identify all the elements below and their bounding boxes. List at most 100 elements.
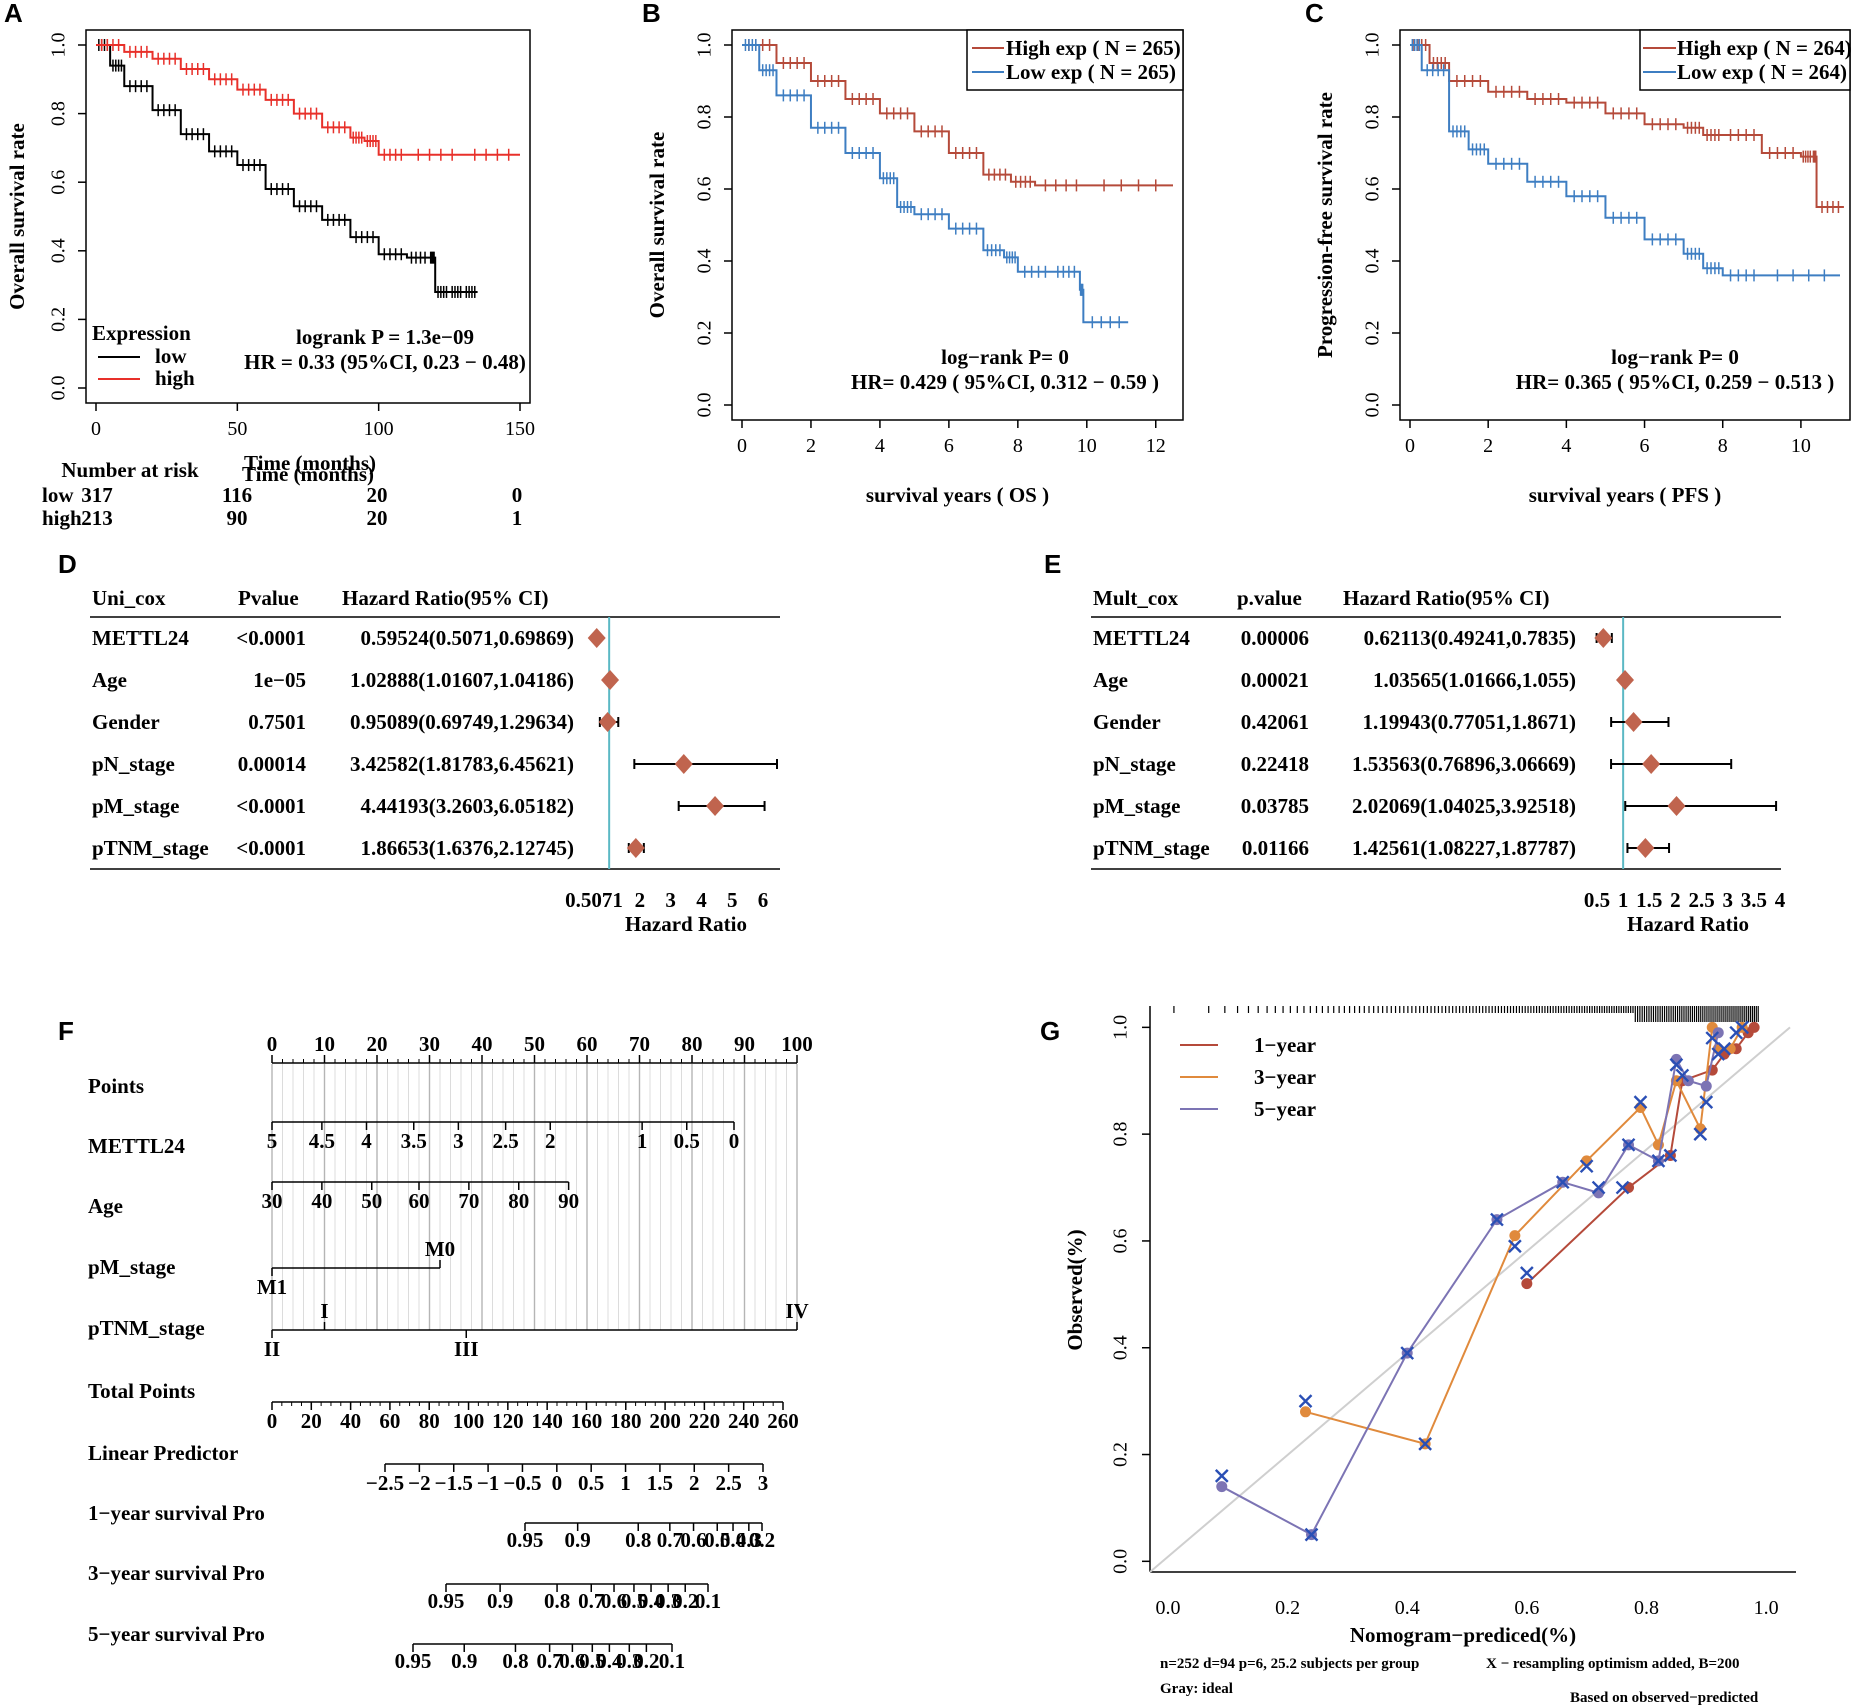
table-header: Hazard Ratio(95% CI) [342,586,548,610]
nomogram-tick-label: 0.3 [616,1649,642,1673]
x-axis-label: survival years ( OS ) [866,483,1049,507]
x-tick-label: 4 [1561,435,1571,457]
annotation: HR = 0.33 (95%CI, 0.23 − 0.48) [244,350,526,374]
nomogram-tick-label: IV [785,1299,808,1323]
nomogram-tick-label: 0.4 [638,1589,665,1613]
panel-letter-D: D [58,549,77,579]
optimism-x-mark [1675,1068,1690,1083]
legend-label-high: high [155,366,195,390]
legend-label: Low exp ( N = 265) [1006,60,1176,84]
optimism-x-mark [1555,1175,1570,1190]
nomogram-tick-label: 4 [361,1129,372,1153]
nomogram-tick-label: 1 [620,1471,631,1495]
optimism-x-mark [1693,1127,1708,1141]
nomogram-tick-label: 0.5 [578,1471,604,1495]
risk-value: 90 [227,506,248,530]
series-line-high [96,44,520,156]
y-tick-label: 0.0 [694,393,716,418]
nomogram-tick-label: 0 [267,1032,278,1056]
risk-table-title: Number at risk [61,458,199,482]
row-pvalue: <0.0001 [236,836,306,860]
nomogram-tick-label: 180 [610,1409,642,1433]
y-tick-label: 1.0 [1362,33,1384,58]
x-tick-label: 8 [1718,435,1728,457]
y-tick-label: 0.0 [1362,393,1384,418]
series-line-High exp ( N = 265) [742,44,1173,187]
nomogram-tick-label: 0.2 [672,1589,698,1613]
nomogram-tick-label: 60 [379,1409,400,1433]
nomogram-tick-label: 30 [262,1189,283,1213]
nomogram-tick-label: 260 [767,1409,799,1433]
nomogram-row-label: 3−year survival Pro [88,1561,265,1585]
table-header: Hazard Ratio(95% CI) [1343,586,1549,610]
y-tick-label: 0.4 [694,249,716,274]
nomogram-row-label: Points [88,1074,144,1098]
nomogram-tick-label: 2.5 [716,1471,742,1495]
nomogram-tick-label: 80 [682,1032,703,1056]
series-point [1216,1481,1228,1493]
y-axis-label: Observed(%) [1063,1229,1087,1350]
y-tick-label: 1.0 [694,33,716,58]
y-tick-label: 0.6 [48,170,70,195]
optimism-x-mark [1669,1057,1684,1072]
nomogram-tick-label: 40 [311,1189,332,1213]
row-hr: 1.03565(1.01666,1.055) [1373,668,1576,692]
nomogram-tick-label: −0.5 [503,1471,541,1495]
optimism-x-mark [1663,1148,1678,1163]
plot-frame [85,29,531,404]
y-tick-label: 0.6 [694,177,716,202]
optimism-x-mark [1298,1394,1313,1408]
x-tick-label: 4 [875,435,885,457]
x-tick-label: 12 [1146,435,1166,457]
nomogram-tick-label: 0.9 [487,1589,513,1613]
nomogram-tick-label: 0.2 [633,1649,659,1673]
risk-value: 1 [512,506,523,530]
nomogram-row-label: 1−year survival Pro [88,1501,265,1525]
nomogram-tick-label: 3.5 [401,1129,427,1153]
x-tick-label: 3 [665,888,676,912]
nomogram-tick-label: 0 [729,1129,740,1153]
y-tick-label: 0.8 [694,105,716,130]
x-tick-label: 4 [696,888,707,912]
x-tick-label: 10 [1077,435,1097,457]
nomogram-tick-label: 0.2 [749,1528,775,1552]
forest-panel-E: Mult_cox p.value Hazard Ratio(95% CI) METTL… [1091,586,1786,936]
y-tick-label: 0.2 [1110,1442,1132,1467]
y-tick-label: 0.0 [48,376,70,401]
legend-label: Low exp ( N = 264) [1677,60,1847,84]
optimism-x-mark [1400,1346,1415,1360]
legend-title: Expression [92,321,191,345]
row-name: METTL24 [1093,626,1190,650]
risk-value: 317 [81,483,113,507]
nomogram-tick-label: 2 [545,1129,556,1153]
nomogram-tick-label: 100 [453,1409,485,1433]
nomogram-row-label: Linear Predictor [88,1441,238,1465]
optimism-x-mark [1735,1020,1750,1035]
row-name: pM_stage [92,794,180,818]
x-tick-label: 0.5 [1584,888,1610,912]
footnote: n=252 d=94 p=6, 25.2 subjects per group [1160,1656,1419,1672]
nomogram-tick-label: 0.8 [625,1528,651,1552]
row-hr: 0.59524(0.5071,0.69869) [361,626,575,650]
nomogram-tick-label: 70 [629,1032,650,1056]
series-point [1623,1182,1635,1194]
nomogram-tick-label: −1.5 [435,1471,473,1495]
optimism-x-mark [1591,1180,1606,1195]
nomogram-tick-label: 0.8 [544,1589,570,1613]
x-axis-label: Nomogram−prediced(%) [1350,1623,1576,1647]
legend-label: 3−year [1254,1065,1316,1089]
y-tick-label: 0.8 [1362,105,1384,130]
plot-frame [1399,29,1851,421]
row-name: Age [1093,668,1128,692]
hr-diamond [626,838,645,858]
nomogram-row-label: pM_stage [88,1255,176,1279]
x-tick-label: 50 [227,418,247,440]
x-tick-label: 0.5071 [565,888,623,912]
risk-value: 213 [81,506,113,530]
hr-diamond [1616,670,1635,690]
nomogram-tick-label: 0.6 [559,1649,585,1673]
nomogram-tick-label: 0.5 [579,1649,605,1673]
nomogram-tick-label: 0.7 [536,1649,562,1673]
annotation: HR= 0.365 ( 95%CI, 0.259 − 0.513 ) [1516,370,1835,394]
plot-frame [731,29,1184,421]
